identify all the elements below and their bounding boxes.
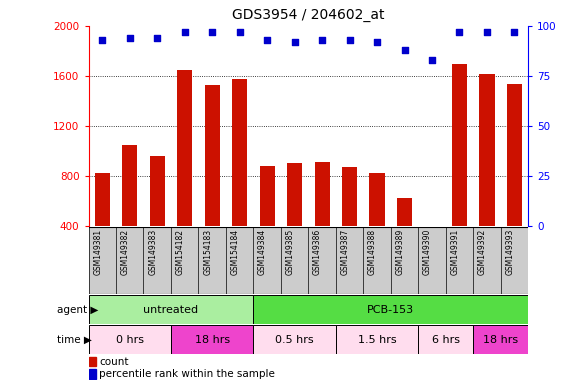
Text: 6 hrs: 6 hrs bbox=[432, 334, 460, 345]
Bar bbox=[369, 174, 385, 226]
Text: agent ▶: agent ▶ bbox=[57, 305, 98, 315]
Point bbox=[482, 29, 492, 35]
Point bbox=[125, 35, 134, 41]
Bar bbox=[287, 164, 302, 226]
Text: GSM149388: GSM149388 bbox=[368, 229, 377, 275]
Bar bbox=[89, 325, 171, 354]
Text: GSM149391: GSM149391 bbox=[451, 229, 460, 275]
Text: 0 hrs: 0 hrs bbox=[116, 334, 144, 345]
Point bbox=[400, 47, 409, 53]
Text: GSM154182: GSM154182 bbox=[176, 229, 184, 275]
Text: 0.5 hrs: 0.5 hrs bbox=[275, 334, 314, 345]
Bar bbox=[232, 79, 247, 226]
Text: GSM149381: GSM149381 bbox=[93, 229, 102, 275]
Text: 18 hrs: 18 hrs bbox=[195, 334, 230, 345]
Point bbox=[208, 29, 217, 35]
Point bbox=[455, 29, 464, 35]
Text: GSM149393: GSM149393 bbox=[505, 229, 514, 275]
Bar bbox=[171, 325, 254, 354]
Text: percentile rank within the sample: percentile rank within the sample bbox=[99, 369, 275, 379]
Bar bbox=[260, 166, 275, 226]
Point bbox=[317, 37, 327, 43]
Point bbox=[180, 29, 189, 35]
Text: GSM149382: GSM149382 bbox=[120, 229, 130, 275]
Text: GSM149387: GSM149387 bbox=[340, 229, 349, 275]
Text: time ▶: time ▶ bbox=[57, 334, 92, 345]
Text: GSM149389: GSM149389 bbox=[396, 229, 404, 275]
Bar bbox=[480, 74, 494, 226]
Text: GSM154184: GSM154184 bbox=[231, 229, 240, 275]
Text: 1.5 hrs: 1.5 hrs bbox=[357, 334, 396, 345]
Point bbox=[428, 57, 437, 63]
Text: GSM149390: GSM149390 bbox=[423, 229, 432, 275]
Bar bbox=[424, 226, 440, 235]
Text: 18 hrs: 18 hrs bbox=[483, 334, 518, 345]
Point bbox=[263, 37, 272, 43]
Bar bbox=[204, 85, 220, 226]
Bar bbox=[89, 357, 96, 366]
Text: PCB-153: PCB-153 bbox=[367, 305, 415, 315]
Point bbox=[372, 39, 381, 45]
Point bbox=[98, 37, 107, 43]
Text: GSM149386: GSM149386 bbox=[313, 229, 322, 275]
Bar bbox=[473, 325, 528, 354]
Bar bbox=[507, 84, 522, 226]
Bar bbox=[418, 325, 473, 354]
Point bbox=[152, 35, 162, 41]
Point bbox=[290, 39, 299, 45]
Bar bbox=[150, 156, 165, 226]
Text: GSM149383: GSM149383 bbox=[148, 229, 157, 275]
Point bbox=[345, 37, 354, 43]
Point bbox=[235, 29, 244, 35]
Bar bbox=[397, 199, 412, 226]
Bar bbox=[177, 70, 192, 226]
Bar bbox=[336, 325, 418, 354]
Bar bbox=[452, 64, 467, 226]
Bar bbox=[254, 295, 528, 324]
Bar bbox=[254, 325, 336, 354]
Text: count: count bbox=[99, 357, 129, 367]
Text: GDS3954 / 204602_at: GDS3954 / 204602_at bbox=[232, 8, 385, 22]
Bar bbox=[89, 369, 96, 379]
Point bbox=[510, 29, 519, 35]
Text: untreated: untreated bbox=[143, 305, 199, 315]
Bar bbox=[315, 162, 329, 226]
Text: GSM154183: GSM154183 bbox=[203, 229, 212, 275]
Bar bbox=[122, 145, 137, 226]
Bar bbox=[342, 167, 357, 226]
Text: GSM149385: GSM149385 bbox=[286, 229, 295, 275]
Bar bbox=[89, 295, 254, 324]
Bar bbox=[95, 174, 110, 226]
Text: GSM149392: GSM149392 bbox=[478, 229, 487, 275]
Text: GSM149384: GSM149384 bbox=[258, 229, 267, 275]
